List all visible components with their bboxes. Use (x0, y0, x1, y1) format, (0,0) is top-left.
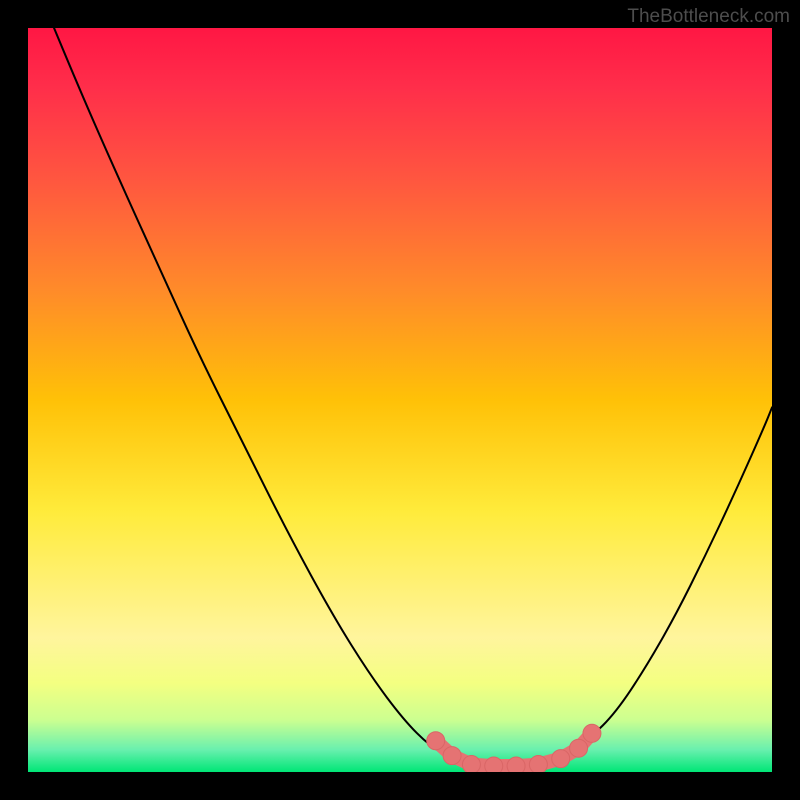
watermark-text: TheBottleneck.com (627, 6, 790, 28)
bottleneck-chart (28, 28, 772, 772)
chart-svg (28, 28, 772, 772)
